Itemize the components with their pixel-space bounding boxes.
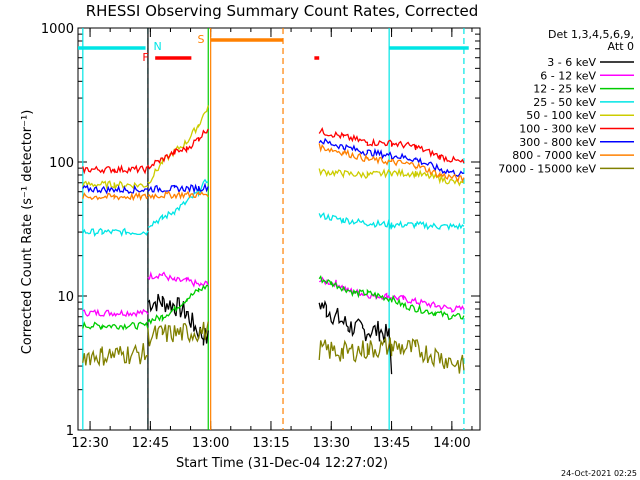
series-line bbox=[82, 184, 149, 195]
series-line bbox=[318, 275, 465, 321]
chart-title: RHESSI Observing Summary Count Rates, Co… bbox=[86, 2, 479, 20]
y-tick-label: 10 bbox=[57, 290, 74, 305]
x-tick-label: 13:30 bbox=[313, 436, 350, 451]
legend-label: 3 - 6 keV bbox=[547, 56, 596, 69]
series-line bbox=[318, 336, 465, 374]
series-line bbox=[147, 284, 209, 325]
y-tick-label: 1 bbox=[66, 424, 74, 439]
legend-label: 800 - 7000 keV bbox=[512, 149, 596, 162]
series-line bbox=[318, 299, 393, 375]
series-line bbox=[319, 276, 465, 313]
series-line bbox=[82, 227, 149, 238]
x-tick-label: 13:00 bbox=[192, 436, 229, 451]
series-line bbox=[82, 180, 149, 191]
y-axis-label: Corrected Count Rate (s⁻¹ detector⁻¹) bbox=[20, 110, 35, 355]
legend-label: 7000 - 15000 keV bbox=[498, 162, 596, 175]
series-line bbox=[318, 143, 465, 183]
flag-s-label: S bbox=[198, 33, 205, 46]
series-line bbox=[318, 126, 465, 164]
series-line bbox=[82, 191, 149, 202]
x-tick-label: 12:45 bbox=[132, 436, 169, 451]
plot-layer: 1 10 100 1000 12:30 12:45 13:00 13:15 13:30 13:45… bbox=[41, 22, 481, 451]
series-line bbox=[147, 271, 209, 288]
legend-label: 25 - 50 keV bbox=[533, 96, 596, 109]
legend-header-line-2: Att 0 bbox=[608, 40, 634, 53]
series-line bbox=[82, 321, 149, 331]
plot-frame bbox=[77, 27, 481, 431]
legend-label: 12 - 25 keV bbox=[533, 83, 596, 96]
x-tick-label: 13:45 bbox=[373, 436, 410, 451]
series-line bbox=[147, 128, 209, 170]
legend-label: 300 - 800 keV bbox=[519, 136, 596, 149]
series-line bbox=[318, 137, 464, 177]
x-axis-label: Start Time (31-Dec-04 12:27:02) bbox=[176, 456, 388, 471]
series-line bbox=[147, 321, 209, 347]
series-line bbox=[147, 190, 209, 200]
legend-label: 6 - 12 keV bbox=[540, 69, 596, 82]
series-line bbox=[147, 293, 209, 346]
generation-timestamp: 24-Oct-2021 02:25 bbox=[561, 469, 637, 478]
series-line bbox=[82, 343, 149, 367]
series-line bbox=[82, 308, 149, 318]
series-line bbox=[82, 164, 149, 175]
y-tick-label: 100 bbox=[49, 156, 74, 171]
legend-label: 100 - 300 keV bbox=[519, 123, 596, 136]
series-line bbox=[318, 167, 465, 187]
series-line bbox=[147, 105, 209, 184]
flag-f-label: F bbox=[142, 51, 148, 64]
flag-n-label: N bbox=[153, 40, 161, 53]
y-tick-label: 1000 bbox=[41, 22, 74, 37]
x-tick-label: 13:15 bbox=[252, 436, 289, 451]
x-tick-label: 12:30 bbox=[71, 436, 108, 451]
legend-label: 50 - 100 keV bbox=[526, 109, 596, 122]
x-tick-label: 14:00 bbox=[433, 436, 470, 451]
legend-header-line-1: Det 1,3,4,5,6,9, bbox=[548, 28, 634, 41]
series-line bbox=[147, 182, 209, 195]
series-line bbox=[318, 212, 465, 231]
